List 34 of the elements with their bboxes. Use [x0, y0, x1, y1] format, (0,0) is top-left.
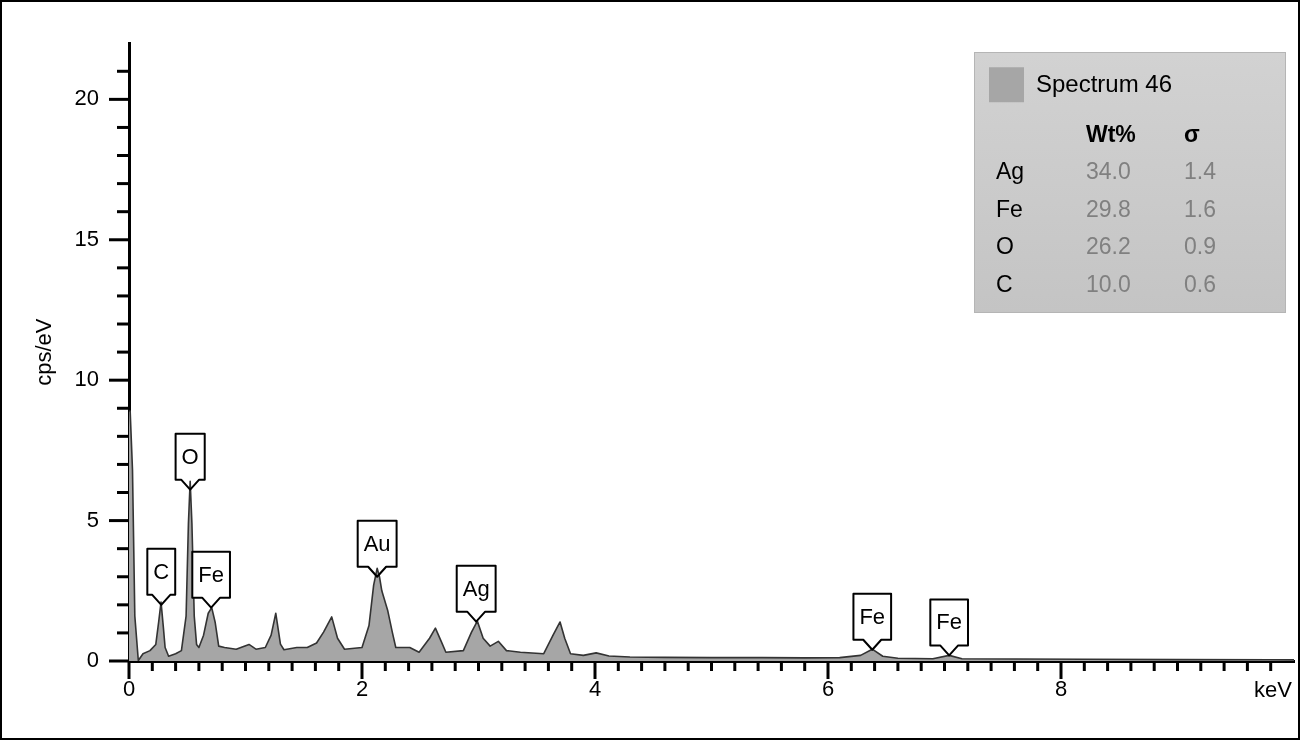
- x-tick-label: 6: [821, 676, 835, 702]
- annotation: Wt%: [1086, 120, 1136, 147]
- annotation: Fe: [198, 561, 224, 587]
- annotation: 26.2: [1086, 233, 1131, 260]
- annotation: Fe: [859, 603, 886, 629]
- annotation: 34.0: [1086, 158, 1131, 185]
- annotation: 0.6: [1184, 270, 1216, 297]
- y-tick-label: 10: [74, 366, 99, 392]
- annotation: O: [996, 233, 1014, 260]
- y-axis-title: cps/eV: [31, 318, 57, 386]
- y-tick-label: 20: [74, 85, 99, 111]
- annotation: Ag: [462, 575, 490, 601]
- annotation: C: [153, 558, 170, 584]
- annotation: Fe: [996, 195, 1023, 222]
- legend-label: Spectrum 46: [1036, 69, 1173, 97]
- y-tick-label: 15: [74, 225, 99, 251]
- annotation: Ag: [996, 158, 1025, 185]
- y-tick-label: 5: [86, 506, 99, 532]
- x-axis-title: keV: [1254, 677, 1293, 703]
- annotation: 10.0: [1086, 270, 1131, 297]
- x-tick-label: 4: [588, 676, 602, 702]
- y-tick-label: 0: [86, 647, 99, 673]
- annotation: 1.6: [1184, 195, 1216, 222]
- annotation: C: [996, 270, 1013, 297]
- annotation: 1.4: [1184, 158, 1217, 185]
- annotation: 29.8: [1086, 195, 1131, 222]
- annotation: σ: [1184, 120, 1200, 147]
- x-tick-label: 2: [355, 676, 369, 702]
- annotation: Fe: [936, 609, 962, 635]
- annotation: Au: [363, 530, 391, 556]
- annotation: 0.9: [1184, 233, 1216, 260]
- x-tick-label: 8: [1054, 676, 1068, 702]
- x-tick-label: 0: [122, 676, 136, 702]
- annotation: O: [181, 443, 199, 469]
